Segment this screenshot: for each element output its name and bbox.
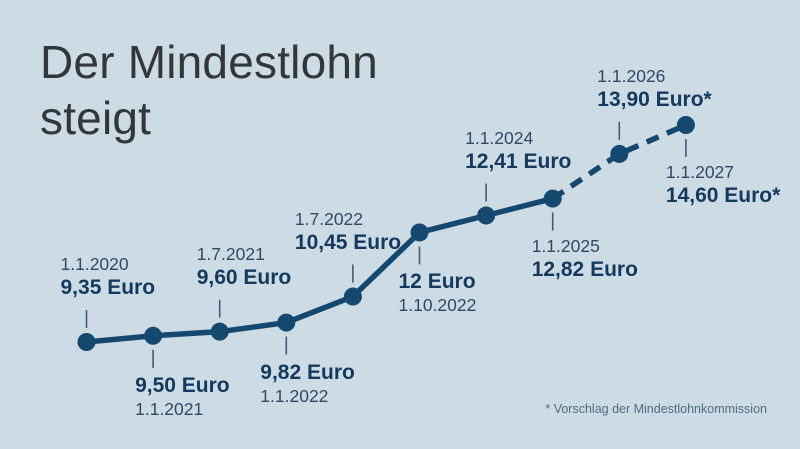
point-date: 1.1.2024 xyxy=(465,127,534,148)
point-date: 1.1.2025 xyxy=(531,235,600,256)
data-point-1.1.2025 xyxy=(543,189,562,208)
footnote: * Vorschlag der Mindestlohnkommission xyxy=(545,402,767,416)
point-value: 14,60 Euro* xyxy=(665,184,781,207)
wage-line-solid xyxy=(86,195,554,345)
point-label-1.10.2022: 12 Euro 1.10.2022 xyxy=(399,269,477,316)
point-value: 12 Euro xyxy=(398,270,476,294)
point-label-1.1.2025: 1.1.2025 12,82 Euro xyxy=(532,236,638,283)
point-label-1.1.2027: 1.1.2027 14,60 Euro* xyxy=(666,162,780,209)
point-value: 9,60 Euro xyxy=(196,265,292,289)
point-value: 9,35 Euro xyxy=(60,276,156,299)
point-label-1.7.2021: 1.7.2021 9,60 Euro xyxy=(197,244,292,291)
data-point-1.1.2026 xyxy=(610,144,629,163)
data-point-1.1.2021 xyxy=(144,326,163,345)
point-value: 13,90 Euro* xyxy=(597,87,712,111)
point-date: 1.1.2021 xyxy=(135,398,204,419)
page-title-line1: Der Mindestlohn xyxy=(40,36,378,88)
wage-line-proposal-dashed xyxy=(551,122,687,201)
data-point-1.7.2021 xyxy=(210,322,229,341)
point-label-1.1.2024: 1.1.2024 12,41 Euro xyxy=(465,128,571,175)
point-value: 12,82 Euro xyxy=(531,257,638,281)
data-point-1.1.2020 xyxy=(77,333,96,351)
point-label-1.1.2020: 1.1.2020 9,35 Euro xyxy=(61,254,156,301)
data-point-1.1.2024 xyxy=(477,206,496,225)
point-value: 9,82 Euro xyxy=(260,360,355,384)
point-date: 1.1.2026 xyxy=(597,65,666,86)
data-point-1.1.2022 xyxy=(277,313,296,332)
point-date: 1.7.2021 xyxy=(196,243,265,264)
point-date: 1.1.2020 xyxy=(60,254,129,274)
point-date: 1.1.2027 xyxy=(665,162,735,182)
data-point-1.1.2027 xyxy=(676,116,695,135)
point-label-1.1.2022: 9,82 Euro 1.1.2022 xyxy=(260,360,355,407)
page-title-line2: steigt xyxy=(40,92,152,144)
point-value: 12,41 Euro xyxy=(465,149,572,173)
point-date: 1.1.2022 xyxy=(260,385,329,406)
data-point-1.10.2022 xyxy=(410,223,429,242)
point-date: 1.10.2022 xyxy=(398,295,477,316)
point-label-1.1.2021: 9,50 Euro 1.1.2021 xyxy=(135,373,230,420)
data-point-1.7.2022 xyxy=(343,287,362,306)
point-value: 9,50 Euro xyxy=(135,373,230,397)
point-value: 10,45 Euro xyxy=(294,230,402,254)
point-date: 1.7.2022 xyxy=(294,208,364,229)
page-title: Der Mindestlohn steigt xyxy=(40,34,378,146)
point-label-1.1.2026: 1.1.2026 13,90 Euro* xyxy=(597,66,711,113)
point-label-1.7.2022: 1.7.2022 10,45 Euro xyxy=(295,209,401,256)
